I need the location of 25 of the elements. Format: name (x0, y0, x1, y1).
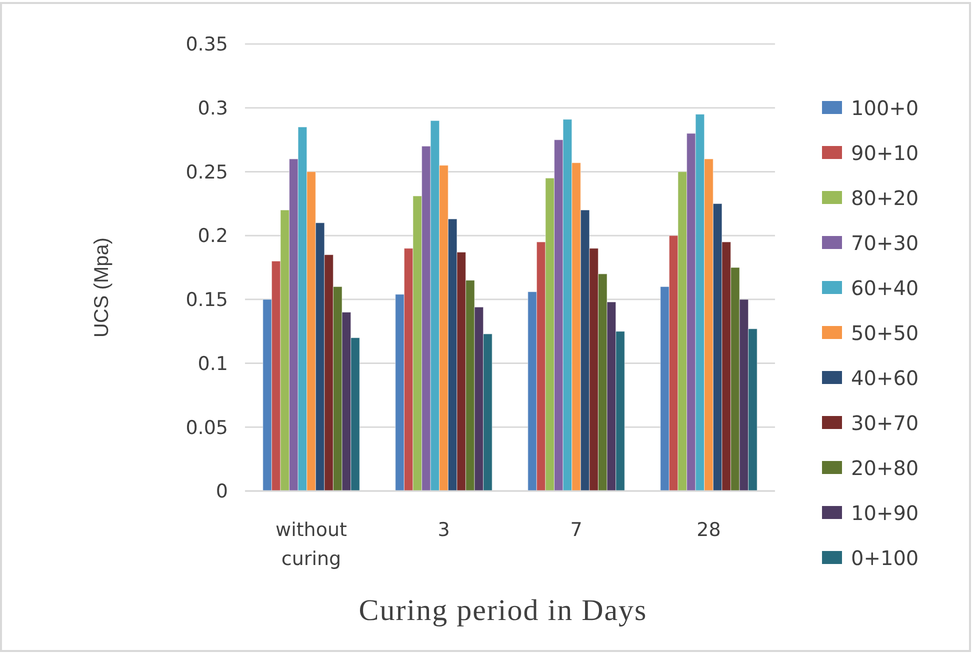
x-axis-title: Curing period in Days (358, 594, 648, 627)
y-tick-label: 0.35 (186, 34, 228, 56)
legend-label: 60+40 (851, 276, 919, 300)
y-tick-label: 0.05 (186, 416, 228, 439)
x-tick-label: 7 (570, 519, 582, 541)
legend-label: 70+30 (851, 231, 919, 255)
x-tick-label: without curing (276, 519, 347, 570)
y-axis-title: UCS (Mpa) (91, 237, 113, 338)
x-tick-label: 3 (438, 519, 450, 541)
y-tick-label: 0.3 (198, 98, 228, 120)
legend-label: 100+0 (851, 96, 919, 120)
legend-label: 40+60 (851, 366, 919, 390)
y-tick-label: 0 (216, 480, 228, 503)
legend-label: 50+50 (851, 321, 919, 345)
y-tick-label: 0.25 (186, 161, 228, 184)
legend-label: 10+90 (851, 501, 919, 525)
y-tick-label: 0.2 (198, 225, 228, 248)
legend-label: 80+20 (851, 186, 919, 210)
legend-label: 30+70 (851, 411, 919, 435)
y-tick-label: 0.15 (186, 289, 228, 312)
legend-label: 90+10 (851, 141, 919, 165)
legend-label: 0+100 (851, 546, 919, 570)
x-tick-label: 28 (696, 519, 721, 541)
y-tick-label: 0.1 (198, 352, 228, 375)
legend-label: 20+80 (851, 456, 919, 480)
